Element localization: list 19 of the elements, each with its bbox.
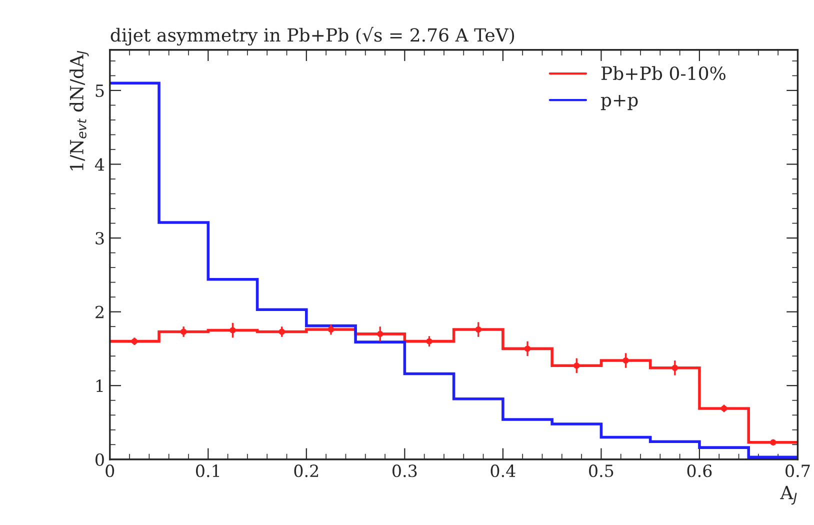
- y-tick-label: 4: [94, 158, 104, 171]
- legend-label: p+p: [600, 95, 638, 110]
- x-tick-label: 0.3: [392, 464, 417, 478]
- x-tick-label: 0.7: [786, 464, 810, 478]
- y-tick-label: 5: [96, 84, 104, 98]
- y-tick-label: 2: [96, 306, 104, 318]
- x-tick-label: 0.4: [490, 464, 516, 478]
- y-tick-label: 3: [96, 232, 104, 245]
- y-tick-label: 0: [96, 453, 104, 466]
- x-tick-label: 0.1: [196, 464, 220, 478]
- chart-title: dijet asymmetry in Pb+Pb (√s = 2.76 A TeV): [110, 26, 514, 46]
- x-tick-label: 0.2: [294, 464, 318, 478]
- y-tick-label: 1: [96, 380, 103, 392]
- x-tick-label: 0.5: [589, 464, 614, 478]
- x-axis-title: A$_{J}$: [780, 486, 797, 505]
- x-tick-label: 0: [106, 464, 114, 478]
- legend-label: Pb+Pb 0-10%: [601, 66, 726, 80]
- x-tick-label: 0.6: [687, 464, 712, 478]
- y-axis-title: 1/N$_{evt}$ dN/dA$_{J}$: [70, 50, 89, 170]
